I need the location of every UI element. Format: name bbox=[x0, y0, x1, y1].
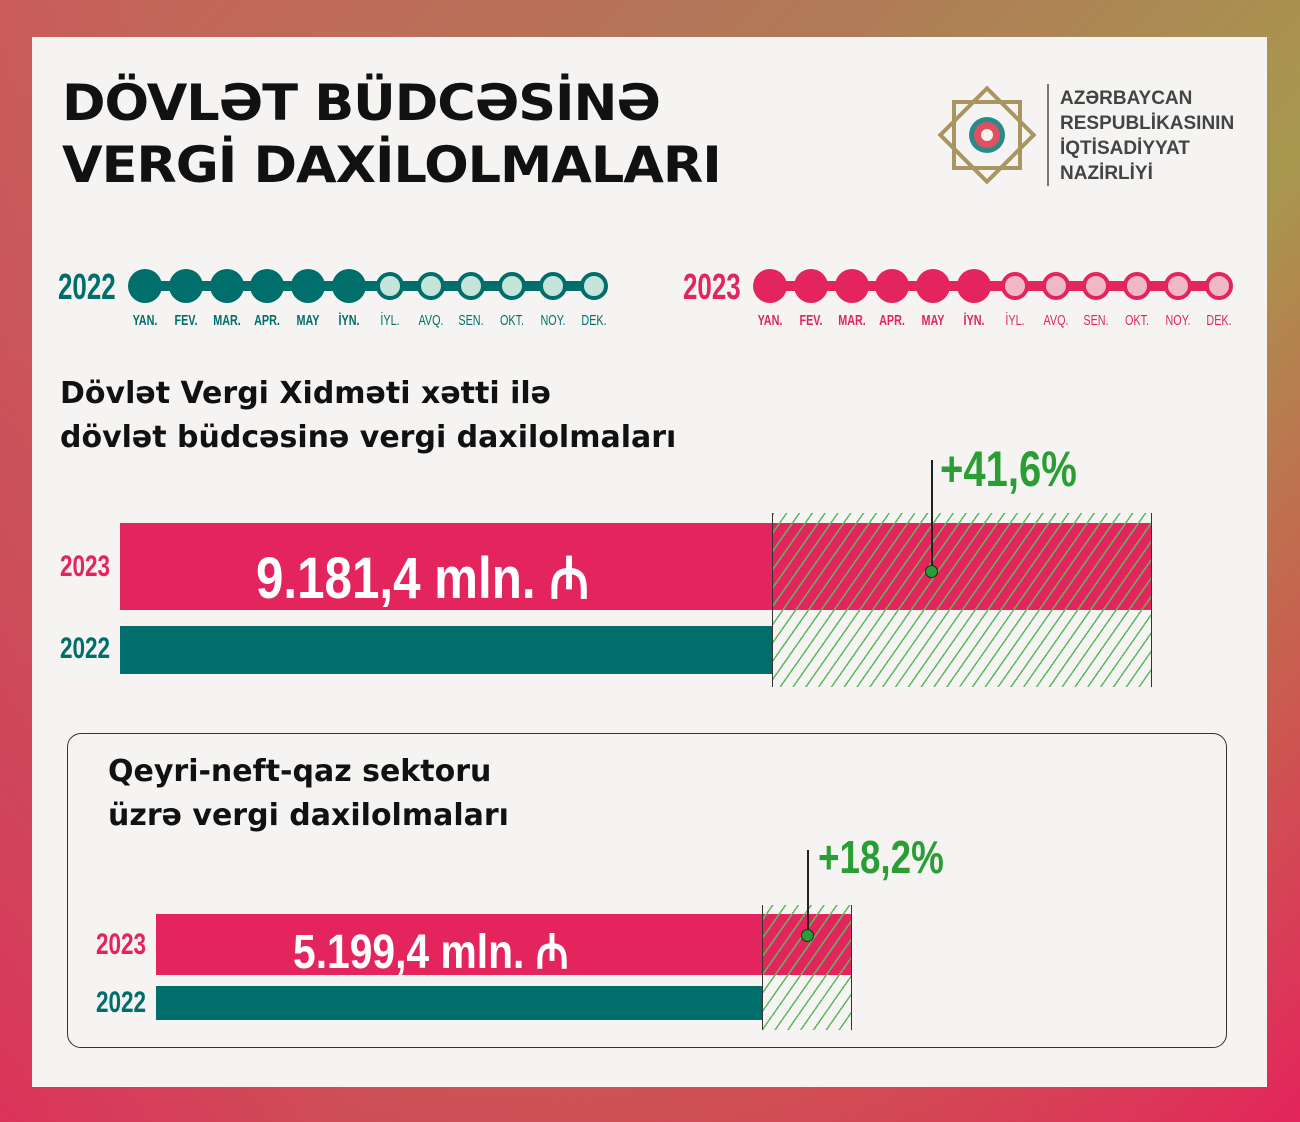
organization-name: AZƏRBAYCAN RESPUBLİKASININ İQTİSADİYYAT … bbox=[1060, 86, 1234, 186]
chart2-title: Qeyri-neft-qaz sektoru üzrə vergi daxilo… bbox=[108, 750, 509, 838]
month-label: SEN. bbox=[458, 312, 484, 329]
month-dot bbox=[128, 269, 162, 303]
month-label: OKT. bbox=[500, 312, 525, 329]
org-line: RESPUBLİKASININ bbox=[1060, 113, 1235, 134]
value-2023: 5.199,4 mln. ₼ bbox=[293, 926, 569, 979]
value-2023: 9.181,4 mln. ₼ bbox=[256, 546, 590, 611]
month-dot bbox=[168, 269, 203, 303]
bar-2023 bbox=[156, 914, 852, 975]
label-2022: 2022 bbox=[60, 632, 111, 665]
org-line: NAZİRLİYİ bbox=[1060, 163, 1153, 184]
month-dot bbox=[291, 269, 326, 303]
month-label: FEV. bbox=[174, 312, 198, 329]
month-dot bbox=[793, 269, 828, 303]
month-dot bbox=[916, 269, 951, 303]
month-label: İYL. bbox=[1005, 312, 1025, 329]
bar-2022 bbox=[156, 986, 762, 1020]
month-dot bbox=[957, 269, 991, 303]
chart1-title: Dövlət Vergi Xidməti xətti ilə dövlət bü… bbox=[60, 372, 676, 460]
timeline-line bbox=[770, 281, 1220, 291]
month-dot bbox=[539, 272, 567, 300]
month-label: NOY. bbox=[540, 312, 566, 329]
label-2023: 2023 bbox=[96, 928, 147, 961]
growth-dot bbox=[801, 929, 814, 942]
org-line: AZƏRBAYCAN bbox=[1060, 88, 1193, 109]
label-2022: 2022 bbox=[96, 986, 147, 1019]
title-line: dövlət büdcəsinə vergi daxilolmaları bbox=[60, 420, 677, 455]
title-line: DÖVLƏT BÜDCƏSİNƏ bbox=[62, 74, 661, 132]
month-dot bbox=[332, 269, 366, 303]
month-label: İYN. bbox=[338, 312, 360, 329]
month-dot bbox=[1000, 272, 1029, 300]
label-2023: 2023 bbox=[60, 550, 111, 583]
month-label: MAR. bbox=[837, 312, 866, 329]
month-label: NOY. bbox=[1165, 312, 1191, 329]
month-dot bbox=[457, 272, 486, 300]
month-dot bbox=[375, 272, 404, 300]
month-label: AVQ. bbox=[418, 312, 444, 329]
month-label: SEN. bbox=[1083, 312, 1109, 329]
month-label: MAY bbox=[296, 312, 320, 329]
org-line: İQTİSADİYYAT bbox=[1060, 138, 1190, 159]
divider bbox=[1047, 84, 1049, 186]
month-dot bbox=[498, 272, 527, 300]
timeline-year-2023: 2023 bbox=[683, 266, 741, 307]
month-dot bbox=[579, 272, 608, 300]
growth-percent: +41,6% bbox=[940, 441, 1077, 497]
title-line: Dövlət Vergi Xidməti xətti ilə bbox=[60, 376, 551, 411]
month-label: YAN. bbox=[757, 312, 783, 329]
month-dot bbox=[250, 269, 285, 303]
title-line: üzrə vergi daxilolmaları bbox=[108, 798, 509, 833]
growth-pointer bbox=[931, 460, 933, 570]
timeline-line bbox=[145, 281, 595, 291]
growth-hatch bbox=[772, 513, 1152, 687]
month-dot bbox=[1082, 272, 1111, 300]
month-dot bbox=[1164, 272, 1192, 300]
month-label: YAN. bbox=[132, 312, 158, 329]
month-dot bbox=[1204, 272, 1233, 300]
month-dot bbox=[1123, 272, 1152, 300]
ministry-emblem-logo bbox=[937, 85, 1037, 185]
growth-pointer bbox=[807, 850, 809, 935]
title-line: Qeyri-neft-qaz sektoru bbox=[108, 754, 492, 789]
month-dot bbox=[209, 269, 244, 303]
month-label: DEK. bbox=[581, 312, 607, 329]
page-title: DÖVLƏT BÜDCƏSİNƏ VERGİ DAXİLOLMALARI bbox=[62, 72, 722, 196]
month-label: FEV. bbox=[799, 312, 823, 329]
month-label: APR. bbox=[879, 312, 906, 329]
month-label: İYL. bbox=[380, 312, 400, 329]
month-label: MAY bbox=[921, 312, 945, 329]
month-label: MAR. bbox=[212, 312, 241, 329]
growth-percent: +18,2% bbox=[818, 831, 944, 883]
month-label: DEK. bbox=[1206, 312, 1232, 329]
bar-2022 bbox=[120, 626, 772, 674]
month-label: İYN. bbox=[963, 312, 985, 329]
month-dot bbox=[834, 269, 869, 303]
month-label: AVQ. bbox=[1043, 312, 1069, 329]
timeline-year-2022: 2022 bbox=[58, 266, 116, 307]
month-dot bbox=[875, 269, 910, 303]
month-label: APR. bbox=[254, 312, 281, 329]
growth-dot bbox=[925, 565, 938, 578]
month-dot bbox=[1041, 272, 1070, 300]
title-line: VERGİ DAXİLOLMALARI bbox=[62, 136, 722, 194]
chart2-box bbox=[67, 733, 1227, 1048]
month-dot bbox=[416, 272, 445, 300]
month-dot bbox=[753, 269, 787, 303]
month-label: OKT. bbox=[1125, 312, 1150, 329]
